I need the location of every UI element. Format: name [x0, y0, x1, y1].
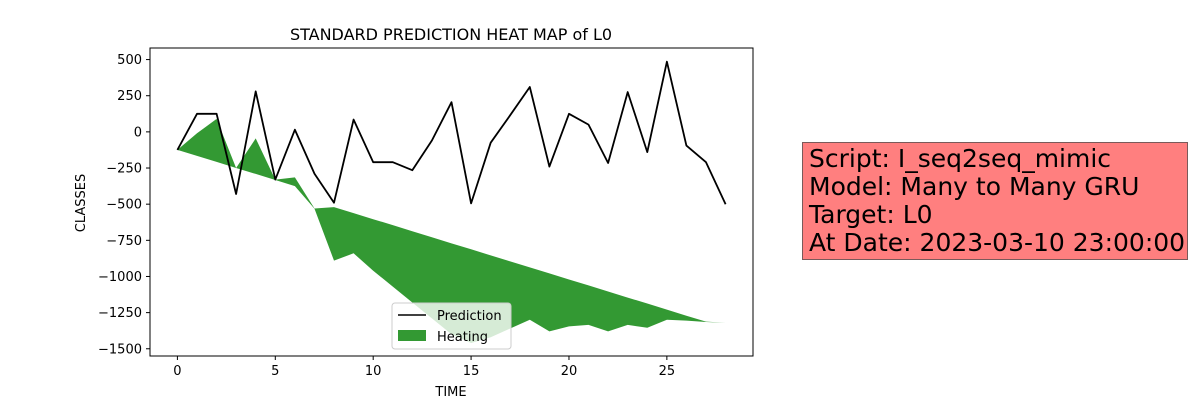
y-tick-label: −1000 [98, 270, 142, 285]
info-box: Script: I_seq2seq_mimic Model: Many to M… [802, 142, 1188, 260]
y-tick-label: 0 [134, 125, 142, 140]
heating-area [177, 118, 726, 344]
chart-title: STANDARD PREDICTION HEAT MAP of L0 [290, 25, 612, 44]
info-model: Model: Many to Many GRU [809, 172, 1140, 201]
y-tick-label: −500 [106, 198, 142, 213]
x-tick-label: 5 [271, 364, 279, 379]
legend-heating-label: Heating [437, 330, 488, 345]
y-tick-label: −1250 [98, 306, 142, 321]
x-tick-label: 10 [365, 364, 382, 379]
x-tick-label: 0 [173, 364, 181, 379]
x-tick-label: 20 [561, 364, 578, 379]
y-axis: 500 250 0 −250 −500 −750 −1000 −1250 −1500 [98, 53, 150, 357]
x-axis: 0 5 10 15 20 25 [173, 356, 675, 379]
y-tick-label: −250 [106, 162, 142, 177]
x-tick-label: 25 [659, 364, 676, 379]
legend-heating-swatch [398, 330, 426, 341]
x-tick-label: 15 [463, 364, 480, 379]
x-axis-label: TIME [434, 385, 466, 400]
prediction-line [176, 60, 727, 205]
y-tick-label: −1500 [98, 342, 142, 357]
y-tick-label: 500 [117, 53, 142, 68]
info-script: Script: I_seq2seq_mimic [809, 144, 1112, 173]
legend: Prediction Heating [391, 302, 512, 350]
y-axis-label: CLASSES [74, 174, 89, 232]
legend-prediction-label: Prediction [437, 309, 502, 324]
info-target: Target: L0 [809, 200, 933, 229]
plot-frame [149, 47, 754, 357]
y-tick-label: 250 [117, 89, 142, 104]
y-tick-label: −750 [106, 234, 142, 249]
plot-area [176, 60, 727, 344]
info-date: At Date: 2023-03-10 23:00:00 [809, 228, 1186, 257]
